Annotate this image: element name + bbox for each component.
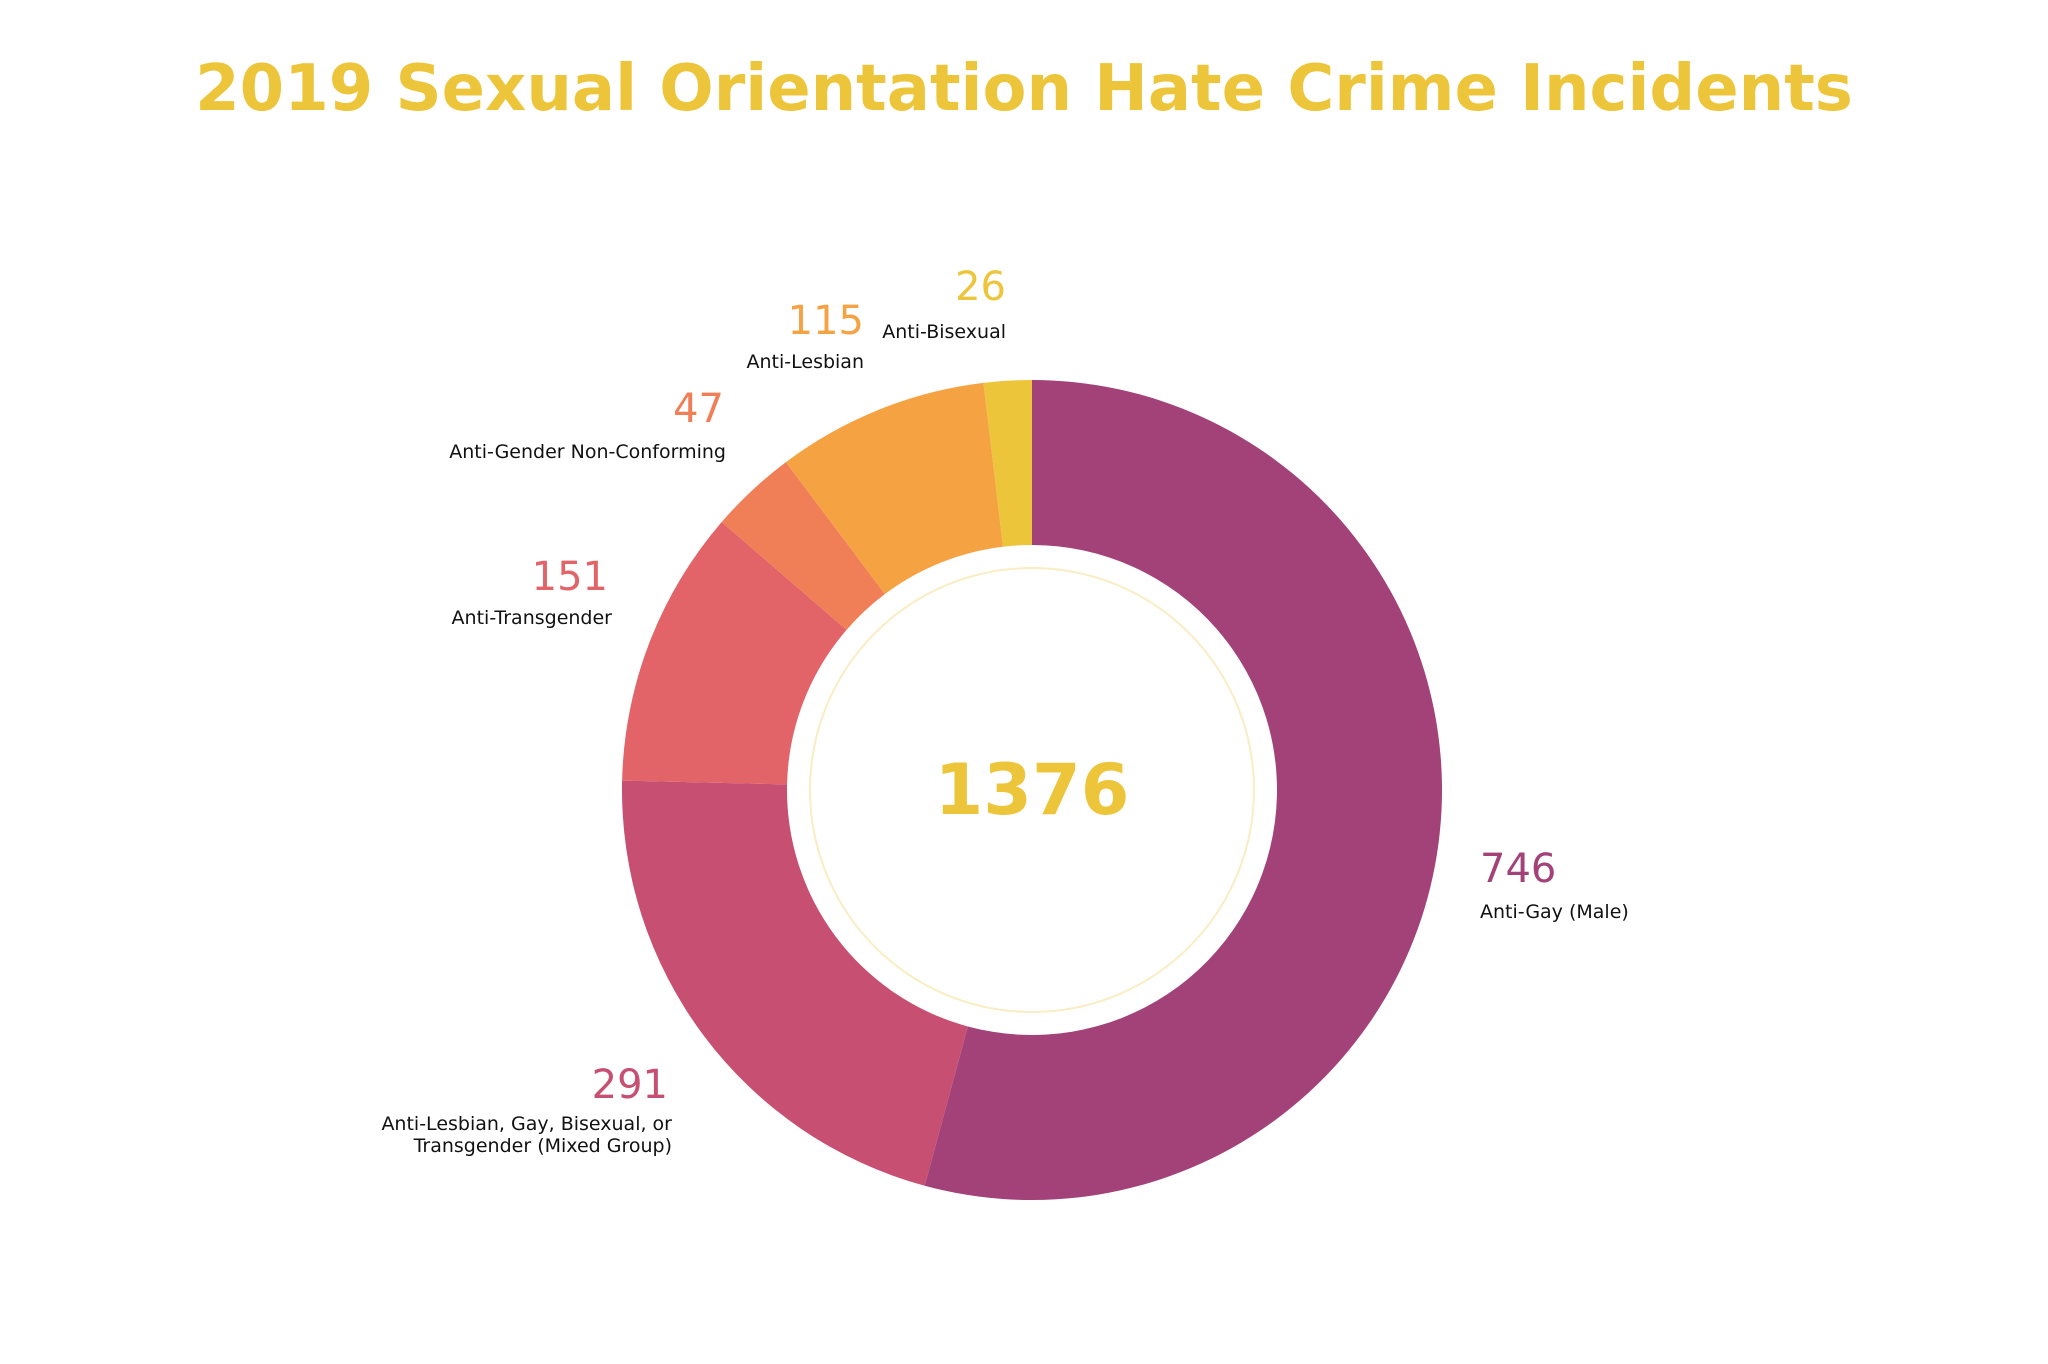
center-ring bbox=[809, 567, 1255, 1013]
slice-anti-lesbian-gay-bisexual-or-transgender-mixed-group bbox=[622, 780, 968, 1186]
category-label-anti-gay-male: Anti-Gay (Male) bbox=[1480, 901, 1629, 923]
category-label-anti-lesbian-gay-bisexual-or-transgender-mixed-group-line-2: Transgender (Mixed Group) bbox=[413, 1135, 672, 1157]
category-label-anti-transgender: Anti-Transgender bbox=[452, 607, 613, 629]
value-label-anti-lesbian-gay-bisexual-or-transgender-mixed-group: 291 bbox=[592, 1062, 668, 1108]
center-total: 1376 bbox=[935, 749, 1130, 831]
chart-title: 2019 Sexual Orientation Hate Crime Incid… bbox=[195, 52, 1853, 126]
value-label-anti-gay-male: 746 bbox=[1480, 846, 1556, 892]
slice-anti-gay-male bbox=[924, 380, 1442, 1200]
slice-anti-gender-non-conforming bbox=[721, 462, 885, 630]
category-label-anti-lesbian: Anti-Lesbian bbox=[747, 351, 865, 373]
slice-anti-transgender bbox=[622, 522, 847, 785]
category-label-anti-bisexual: Anti-Bisexual bbox=[882, 321, 1006, 343]
value-label-anti-lesbian: 115 bbox=[788, 298, 864, 344]
slice-anti-bisexual bbox=[983, 380, 1032, 547]
value-label-anti-transgender: 151 bbox=[532, 554, 608, 600]
donut-slices bbox=[622, 380, 1442, 1200]
category-label-anti-lesbian-gay-bisexual-or-transgender-mixed-group-line-1: Anti-Lesbian, Gay, Bisexual, or bbox=[381, 1113, 672, 1135]
slice-labels: 26 Anti-Bisexual 746 Anti-Gay (Male) 291 Anti… bbox=[381, 264, 1628, 1157]
value-label-anti-bisexual: 26 bbox=[955, 264, 1006, 310]
slice-anti-lesbian bbox=[785, 382, 1003, 595]
category-label-anti-gender-non-conforming: Anti-Gender Non-Conforming bbox=[449, 441, 726, 463]
value-label-anti-gender-non-conforming: 47 bbox=[673, 386, 724, 432]
